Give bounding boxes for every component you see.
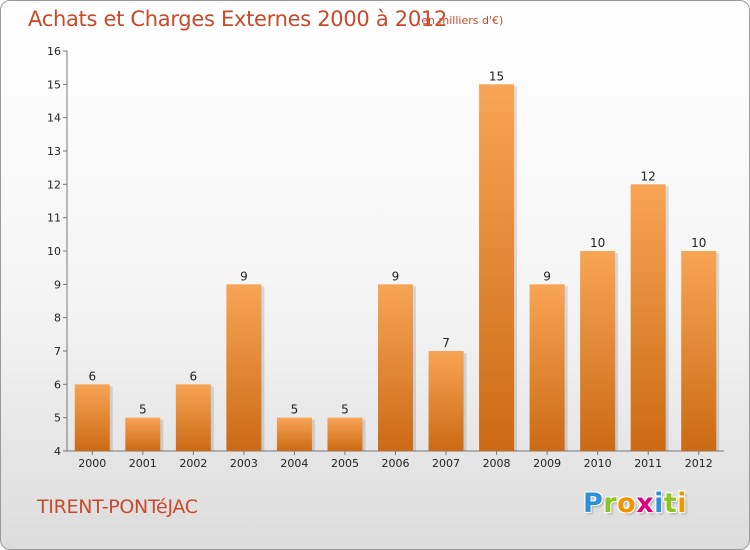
data-label: 9 bbox=[543, 269, 551, 283]
x-tick-label: 2001 bbox=[129, 457, 157, 470]
bar-2001[interactable] bbox=[125, 417, 161, 451]
y-tick-label: 8 bbox=[54, 312, 61, 325]
y-tick-label: 12 bbox=[47, 178, 61, 191]
y-tick-label: 13 bbox=[47, 145, 61, 158]
bar-2009[interactable] bbox=[529, 284, 565, 451]
y-tick-label: 11 bbox=[47, 212, 61, 225]
x-tick-label: 2004 bbox=[280, 457, 308, 470]
data-label: 9 bbox=[392, 269, 400, 283]
x-tick-label: 2005 bbox=[331, 457, 359, 470]
y-tick-label: 7 bbox=[54, 345, 61, 358]
y-tick-label: 15 bbox=[47, 78, 61, 91]
proxiti-logo[interactable]: Proxiti bbox=[583, 488, 687, 519]
data-label: 7 bbox=[442, 336, 450, 350]
data-label: 5 bbox=[341, 403, 349, 417]
logo-letter: t bbox=[663, 488, 678, 519]
x-tick-label: 2002 bbox=[179, 457, 207, 470]
data-label: 6 bbox=[190, 369, 198, 383]
labels: 4 5 6 7 8 9 10 11 12 13 14 15 16 2000 6 2001 5 2002 6 2003 9… bbox=[47, 45, 713, 470]
bars bbox=[74, 84, 720, 452]
bar-2012[interactable] bbox=[681, 251, 717, 451]
y-tick-label: 5 bbox=[54, 412, 61, 425]
place-name: TIRENT-PONTéJAC bbox=[37, 496, 198, 518]
bar-2007[interactable] bbox=[428, 351, 464, 451]
data-label: 5 bbox=[139, 403, 147, 417]
bar-2005[interactable] bbox=[327, 417, 363, 451]
y-tick-label: 16 bbox=[47, 45, 61, 58]
logo-letter: i bbox=[654, 488, 664, 519]
x-tick-label: 2003 bbox=[230, 457, 258, 470]
data-label: 10 bbox=[590, 236, 605, 250]
data-label: 12 bbox=[641, 169, 656, 183]
y-tick-label: 10 bbox=[47, 245, 61, 258]
bar-2000[interactable] bbox=[74, 384, 110, 451]
data-label: 10 bbox=[691, 236, 706, 250]
x-tick-label: 2007 bbox=[432, 457, 460, 470]
logo-letter: P bbox=[583, 488, 604, 519]
x-tick-label: 2011 bbox=[634, 457, 662, 470]
x-tick-label: 2012 bbox=[685, 457, 713, 470]
x-tick-label: 2009 bbox=[533, 457, 561, 470]
bar-2008[interactable] bbox=[479, 84, 515, 451]
data-label: 6 bbox=[88, 369, 96, 383]
data-label: 9 bbox=[240, 269, 248, 283]
bar-2011[interactable] bbox=[630, 184, 666, 452]
x-tick-label: 2006 bbox=[382, 457, 410, 470]
y-tick-label: 6 bbox=[54, 378, 61, 391]
x-tick-label: 2000 bbox=[78, 457, 106, 470]
bar-2002[interactable] bbox=[175, 384, 211, 451]
data-label: 5 bbox=[291, 403, 299, 417]
logo-letter: r bbox=[603, 488, 618, 519]
bar-2004[interactable] bbox=[276, 417, 312, 451]
bar-2006[interactable] bbox=[378, 284, 413, 451]
y-tick-label: 4 bbox=[54, 445, 61, 458]
logo-letter: o bbox=[617, 488, 637, 519]
logo-letter: i bbox=[677, 488, 688, 519]
bar-2010[interactable] bbox=[580, 251, 616, 451]
data-label: 15 bbox=[489, 69, 504, 83]
unit-note: (en milliers d'€) bbox=[417, 14, 504, 27]
y-tick-label: 9 bbox=[54, 278, 61, 291]
bar-2003[interactable] bbox=[226, 284, 262, 451]
x-tick-label: 2008 bbox=[483, 457, 511, 470]
x-tick-label: 2010 bbox=[584, 457, 612, 470]
y-tick-label: 14 bbox=[47, 112, 61, 125]
chart-title: Achats et Charges Externes 2000 à 2012 bbox=[28, 7, 448, 31]
logo-letter: x bbox=[636, 488, 655, 519]
